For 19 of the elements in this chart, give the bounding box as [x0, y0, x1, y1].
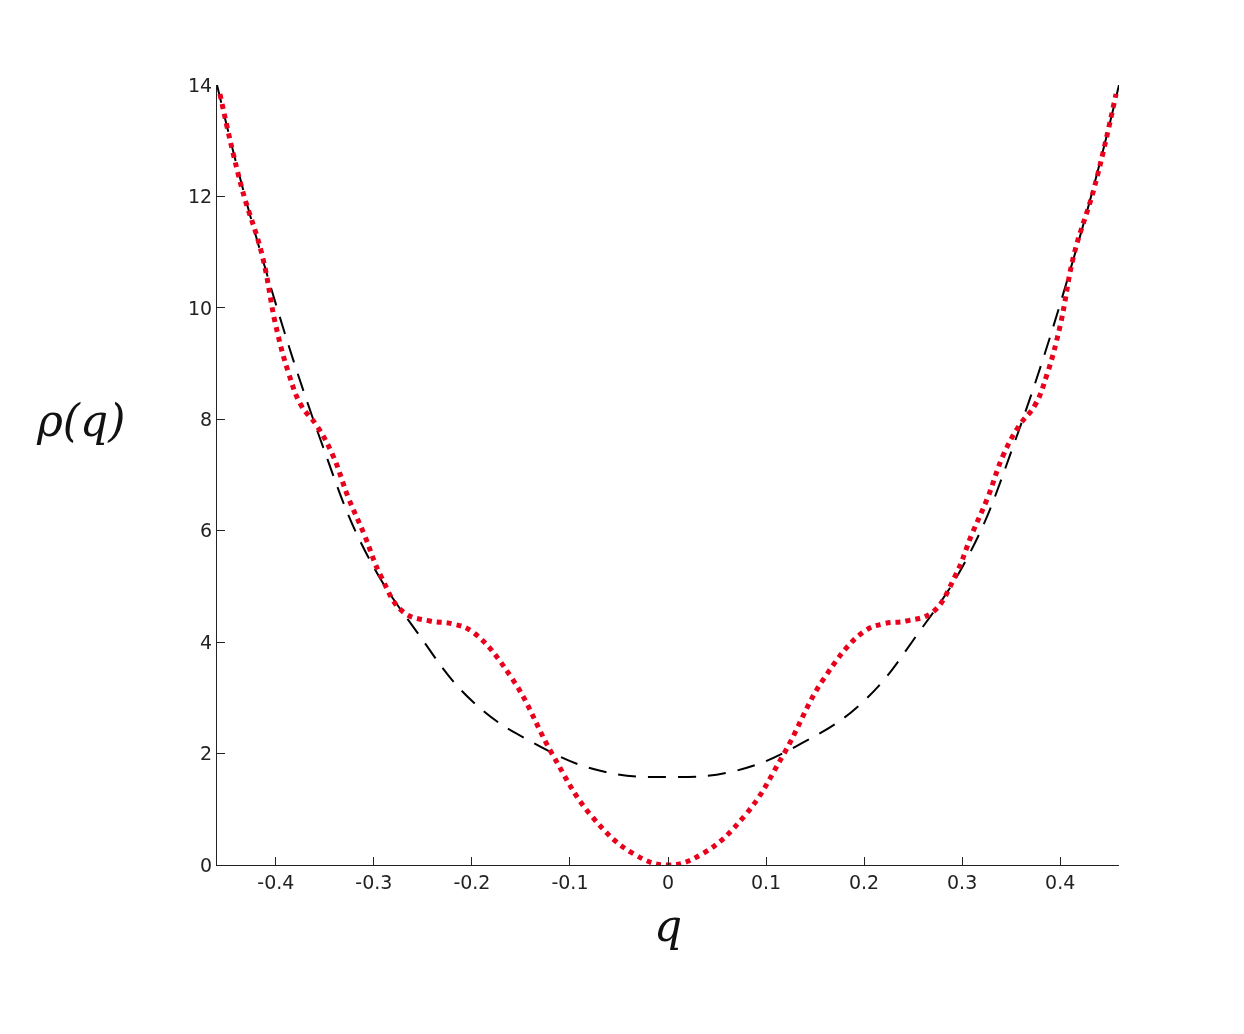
- x-axis-title: q: [653, 900, 683, 952]
- y-tick-label: 12: [188, 185, 213, 208]
- y-tick-label: 6: [200, 519, 213, 542]
- x-tick-label: 0.2: [848, 870, 880, 893]
- x-tick-label: -0.3: [355, 870, 393, 893]
- x-tick-label: 0: [661, 870, 675, 893]
- y-tick-label: 8: [200, 407, 213, 430]
- y-tick-label: 10: [188, 296, 213, 319]
- x-tick-label: -0.1: [551, 870, 589, 893]
- y-tick-label: 4: [200, 630, 213, 653]
- x-tick-label: -0.2: [453, 870, 491, 893]
- y-axis-title: ρ(q): [36, 395, 126, 446]
- x-tick-label: 0.4: [1045, 870, 1076, 893]
- y-tick-label: 0: [200, 853, 213, 876]
- x-tick-label: 0.1: [750, 870, 782, 893]
- x-tick-label: 0.3: [947, 870, 978, 893]
- y-tick-label: 2: [200, 742, 213, 765]
- y-tick-label: 14: [188, 73, 213, 96]
- x-tick-label: -0.4: [257, 870, 295, 893]
